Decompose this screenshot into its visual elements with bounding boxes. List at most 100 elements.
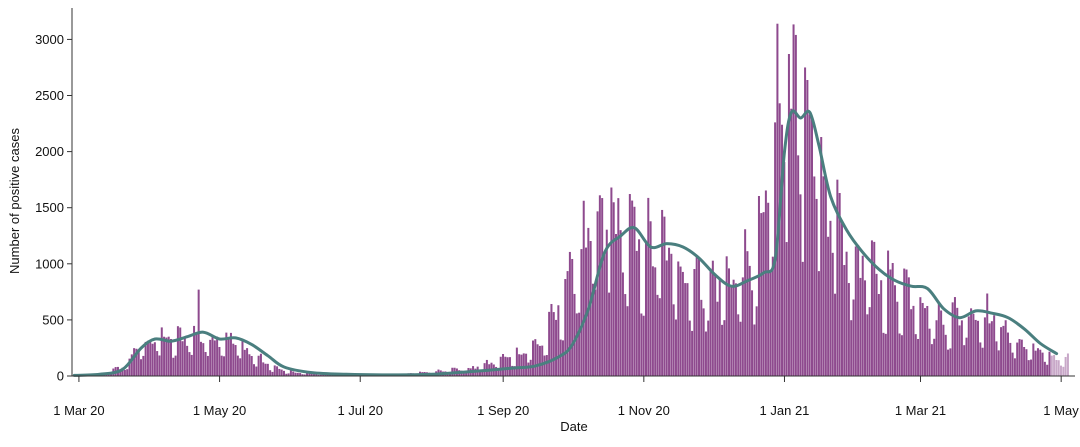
bar bbox=[195, 334, 198, 376]
bar bbox=[896, 301, 899, 376]
bar bbox=[783, 162, 786, 376]
x-tick-label: 1 Mar 21 bbox=[895, 403, 946, 418]
bar bbox=[684, 283, 687, 376]
bar bbox=[840, 223, 843, 376]
bar bbox=[640, 313, 643, 376]
bar bbox=[638, 239, 641, 376]
bar bbox=[497, 368, 500, 376]
bar bbox=[218, 346, 221, 376]
bar bbox=[1066, 353, 1069, 376]
bar bbox=[933, 338, 936, 376]
bar bbox=[538, 345, 541, 376]
bar bbox=[808, 114, 811, 376]
bar bbox=[499, 356, 502, 376]
bar bbox=[1064, 356, 1067, 376]
bar bbox=[700, 299, 703, 376]
bar bbox=[912, 305, 915, 376]
bar bbox=[695, 256, 698, 376]
bar bbox=[312, 374, 315, 376]
bar bbox=[649, 221, 652, 376]
bar bbox=[495, 366, 498, 376]
bar bbox=[142, 355, 145, 376]
bar bbox=[617, 198, 620, 376]
bar bbox=[721, 324, 724, 376]
bar bbox=[857, 244, 860, 376]
bar bbox=[481, 371, 484, 376]
bar bbox=[1062, 366, 1065, 376]
bar bbox=[478, 371, 481, 376]
bar bbox=[737, 314, 740, 376]
bar bbox=[248, 354, 251, 376]
bar bbox=[965, 337, 968, 376]
bar bbox=[799, 194, 802, 376]
bar bbox=[681, 271, 684, 376]
bar bbox=[603, 251, 606, 376]
bar bbox=[633, 206, 636, 376]
x-tick-label: 1 Nov 20 bbox=[618, 403, 670, 418]
bar bbox=[781, 124, 784, 376]
bar bbox=[262, 362, 265, 376]
bar bbox=[981, 347, 984, 376]
bars-layer bbox=[73, 23, 1069, 377]
bar bbox=[555, 319, 558, 376]
bar bbox=[144, 341, 147, 376]
bar bbox=[834, 293, 837, 376]
bar bbox=[110, 373, 113, 376]
bar bbox=[269, 370, 272, 376]
bar bbox=[767, 202, 770, 376]
bar bbox=[698, 258, 701, 376]
x-tick-label: 1 Mar 20 bbox=[53, 403, 104, 418]
bar bbox=[612, 202, 615, 376]
bar bbox=[557, 305, 560, 376]
bar bbox=[762, 212, 765, 376]
y-axis: 0 500 1000 1500 2000 2500 3000 bbox=[35, 8, 73, 384]
bar bbox=[751, 290, 754, 376]
bar bbox=[1034, 350, 1037, 376]
bar bbox=[864, 280, 867, 376]
y-tick-label: 3000 bbox=[35, 32, 64, 47]
bar bbox=[522, 353, 525, 376]
bar bbox=[654, 267, 657, 376]
bar bbox=[206, 355, 209, 376]
bar bbox=[838, 193, 841, 376]
bar bbox=[253, 364, 256, 376]
bar bbox=[910, 309, 913, 376]
bar bbox=[986, 293, 989, 376]
bar bbox=[232, 343, 235, 376]
bar bbox=[744, 229, 747, 376]
bar bbox=[997, 350, 1000, 376]
bar bbox=[827, 236, 830, 376]
bar bbox=[1004, 320, 1007, 376]
bar bbox=[949, 348, 952, 376]
bar bbox=[289, 370, 292, 376]
bar bbox=[891, 263, 894, 376]
bar bbox=[246, 348, 249, 376]
bar bbox=[229, 332, 232, 376]
x-tick-label: 1 May bbox=[1043, 403, 1079, 418]
bar bbox=[746, 251, 749, 376]
bar bbox=[983, 317, 986, 376]
bar bbox=[536, 344, 539, 376]
bar bbox=[587, 227, 590, 376]
bar bbox=[755, 306, 758, 376]
bar bbox=[543, 355, 546, 376]
bar bbox=[561, 340, 564, 376]
bar bbox=[940, 310, 943, 376]
bar bbox=[121, 367, 124, 376]
bar bbox=[525, 353, 528, 376]
bar bbox=[958, 325, 961, 376]
bar bbox=[1023, 347, 1026, 376]
bar bbox=[753, 324, 756, 376]
bar bbox=[644, 240, 647, 376]
x-tick-label: 1 Sep 20 bbox=[477, 403, 529, 418]
bar bbox=[594, 289, 597, 376]
bar bbox=[884, 333, 887, 376]
bar bbox=[963, 345, 966, 376]
bar bbox=[1025, 349, 1028, 376]
bar bbox=[220, 355, 223, 376]
bar bbox=[670, 253, 673, 376]
bar bbox=[213, 340, 216, 376]
bar bbox=[202, 343, 205, 376]
bar bbox=[905, 269, 908, 376]
bar bbox=[596, 211, 599, 376]
